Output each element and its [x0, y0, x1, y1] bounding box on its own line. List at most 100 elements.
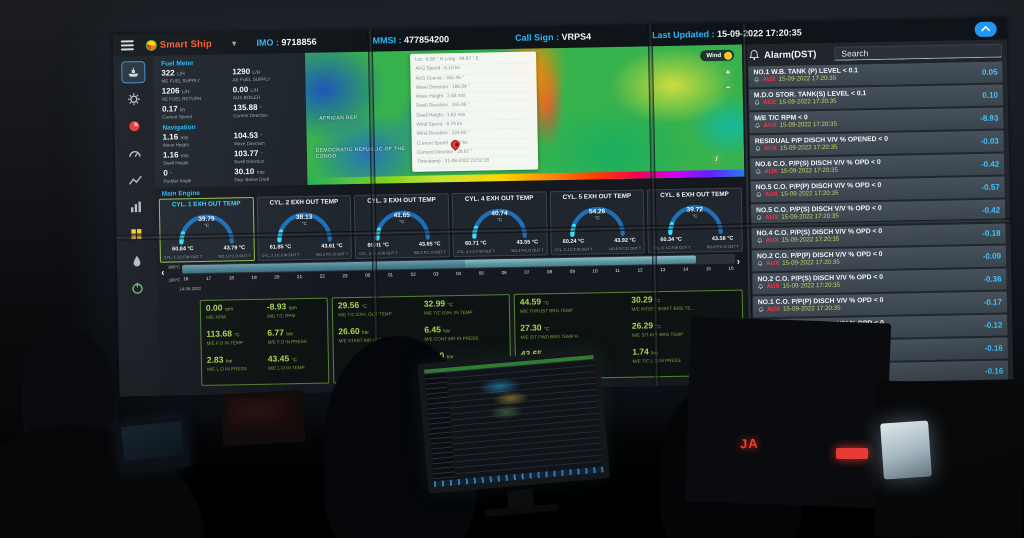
bell-icon [757, 237, 763, 244]
weather-map[interactable]: SOUTH SUDAN AFRICAN REP. DEMOCRATIC REPU… [304, 44, 745, 185]
wind-layer-toggle[interactable]: Wind [700, 49, 735, 62]
metric-cell: 1290 L/H AE FUEL SUPPLY [232, 66, 271, 83]
alarm-row[interactable]: NO.2 C.O. P/P(P) DISCH V/V % OPD < 0 AUX 1… [751, 245, 1007, 272]
alarm-search-input[interactable] [834, 43, 1003, 61]
readout-cell: 27.30 °C M/E S/T FWD BRG TEMP H [520, 322, 579, 340]
metric-cell: 1.16 mts Wave Height [162, 132, 189, 148]
power-icon [132, 282, 143, 294]
gauge-card-cyl1[interactable]: CYL. 1 EXH OUT TEMP 39.79 °C 60.84 °C CYL.… [158, 196, 255, 263]
metric-cell: 322 L/H ME FUEL SUPPLY [161, 68, 201, 84]
gauge-card-cyl3[interactable]: CYL. 3 EXH OUT TEMP 41.65 °C 60.91 °C CYL.… [354, 193, 450, 259]
bell-icon [756, 191, 762, 198]
gauge-card-cyl2[interactable]: CYL. 2 EXH OUT TEMP 38.13 °C 61.85 °C CYL.… [256, 195, 353, 261]
metric-cell: 135.88 ° Current Direction [232, 102, 268, 119]
gauge-card-cyl6[interactable]: CYL. 6 EXH OUT TEMP 39.72 °C 60.34 °C CYL.… [647, 187, 743, 254]
metric-cell: 1206 L/H AE FUEL RETURN [161, 86, 202, 102]
metric-cell: 0.00 L/H AUX BOILER [232, 85, 261, 101]
y-min-label: 100°C [168, 277, 181, 283]
fuel-nav-panel: Fuel Meter 322 L/H ME FUEL SUPPLY 1290 L/… [153, 52, 308, 188]
gauge-icon [129, 151, 141, 158]
alarm-row[interactable]: M.D.O STOR. TANK(S) LEVEL < 0.1 AUX 15-09-… [748, 84, 1004, 111]
metric-cell: 0.17 kn Current Speed [161, 104, 193, 120]
readout-cell: 32.99 °C M/E T/C EXH. IN TEMP [423, 298, 473, 316]
gauge-card-cyl5[interactable]: CYL. 5 EXH OUT TEMP 54.26 °C 60.24 °C CYL.… [549, 189, 646, 256]
readout-cell: 2.83 bar M/E L.O IN PRESS [206, 354, 247, 372]
laptop-silhouette [220, 389, 306, 447]
bell-icon [755, 145, 761, 152]
menu-icon[interactable] [120, 40, 134, 51]
laptop-silhouette [684, 316, 892, 509]
sidebar-item-dashboard[interactable] [125, 224, 147, 244]
gear-icon [127, 93, 140, 106]
sidebar-icon-rail [113, 55, 160, 397]
sidebar-item-turbocharger[interactable] [123, 116, 145, 136]
sidebar-item-engine[interactable] [123, 89, 145, 109]
alarm-row[interactable]: NO.6 C.O. P/P(S) DISCH V/V % OPD < 0 AUX 1… [750, 153, 1005, 180]
logo-icon [145, 39, 157, 51]
metric-cell: 0 ° Rudder Angle [163, 168, 192, 184]
alarm-row[interactable]: NO.5 C.O. P/P(S) DISCH V/V % OPD < 0 AUX 1… [750, 199, 1006, 226]
readout-cell: 6.77 bar M/E F.O IN PRESS [267, 327, 307, 345]
readout-cell: 44.59 °C M/E THRUST BRG TEMP [519, 296, 574, 314]
metric-cell: 30.10 mts Dep. Below Draft [234, 166, 270, 183]
monitor-screen [417, 348, 611, 494]
sidebar-item-trends[interactable] [124, 170, 146, 190]
fuel-section-title: Fuel Meter [161, 60, 194, 68]
sidebar-item-fluids[interactable] [126, 251, 148, 271]
sidebar-item-power[interactable] [126, 278, 148, 298]
popup-line: Timestamp : 31-08-2022 23:52:18 [417, 156, 534, 169]
callsign-label: Call Sign : [514, 32, 560, 43]
bar-chart-icon [130, 201, 142, 213]
alarm-row[interactable]: NO.1 W.B. TANK (P) LEVEL < 0.1 AUX 15-09-2… [748, 61, 1003, 88]
sidebar-item-vessel[interactable] [121, 60, 146, 84]
bell-icon [757, 260, 763, 267]
chevron-down-icon[interactable]: ▾ [231, 37, 237, 48]
bell-icon [754, 122, 760, 129]
ship-icon [128, 67, 139, 77]
alarm-row[interactable]: NO.4 C.O. P/P(S) DISCH V/V % OPD < 0 AUX 1… [751, 222, 1006, 249]
map-zoom-in-button[interactable]: + [722, 66, 734, 78]
last-updated-label: Last Updated : [651, 29, 715, 41]
alarm-row[interactable]: NO.2 C.O. P/P(S) DISCH V/V % OPD < 0 AUX 1… [752, 268, 1007, 295]
metric-cell: 104.53 ° Wave Direction [233, 130, 265, 147]
droplet-icon [133, 255, 141, 267]
last-updated-field: Last Updated : 15-09-2022 17:20:35 [652, 27, 802, 40]
readout-cell: 29.56 °C M/E T/C EXH. OUT TEMP [337, 299, 392, 318]
scroll-top-button[interactable] [974, 21, 997, 37]
sidebar-item-performance[interactable] [124, 143, 146, 163]
alarm-row[interactable]: NO.5 C.O. P/P(P) DISCH V/V % OPD < 0 AUX 1… [750, 176, 1005, 203]
readout-cell: 43.45 °C M/E L.O IN TEMP [267, 353, 305, 371]
alarm-panel-title: Alarm(DST) [764, 48, 817, 61]
laptop-silhouette [115, 416, 191, 474]
wind-toggle-label: Wind [706, 52, 722, 59]
map-label-drc: DEMOCRATIC REPUBLIC OF THE CONGO [315, 146, 406, 160]
imo-label: IMO : [256, 37, 280, 48]
alarm-row[interactable]: RESIDUAL P/P DISCH V/V % OPENED < 0 AUX 15… [749, 130, 1005, 157]
readout-cell: 113.68 °C M/E F.O IN TEMP [206, 328, 244, 346]
imo-value: 9718856 [281, 36, 317, 48]
callsign-field: Call Sign : VRPS4 [515, 31, 591, 42]
phone-screen-glow [880, 420, 932, 480]
gauge-card-cyl4[interactable]: CYL. 4 EXH OUT TEMP 40.74 °C 60.71 °C CYL.… [451, 191, 548, 258]
readout-cell: -8.93 rpm M/E T/C RPM [266, 301, 297, 319]
bell-icon [758, 283, 764, 290]
bell-icon [758, 306, 764, 313]
alarm-row[interactable]: M/E T/C RPM < 0 AUX 15-09-2022 17:20:35 -8.… [749, 107, 1004, 134]
map-zoom-out-button[interactable]: − [722, 81, 734, 93]
alarm-row[interactable]: NO.1 C.O. P/P(P) DISCH V/V % OPD < 0 AUX 1… [752, 291, 1008, 318]
mmsi-value: 477854200 [403, 34, 450, 46]
me-main-panel: 0.00 rpm M/E RPM -8.93 rpm M/E T/C RPM 113… [199, 297, 330, 386]
metric-cell: 1.16 mts Swell Height [162, 150, 189, 166]
red-led-glow [836, 448, 868, 459]
timeline-prev-icon[interactable]: ‹ [161, 267, 165, 279]
readout-cell: 6.45 bar M/E CONT AIR IN PRESS [424, 324, 479, 342]
timeline-next-icon[interactable]: › [736, 256, 741, 268]
desk-monitor [417, 348, 612, 521]
timeline-start-date: 14-09-2022 [179, 285, 201, 292]
line-chart-icon [128, 175, 142, 185]
readout-cell: 0.00 rpm M/E RPM [205, 302, 234, 320]
sidebar-item-reports[interactable] [125, 197, 147, 217]
smartship-logo: Smart Ship [145, 38, 212, 51]
map-info-button[interactable]: i [711, 153, 723, 166]
